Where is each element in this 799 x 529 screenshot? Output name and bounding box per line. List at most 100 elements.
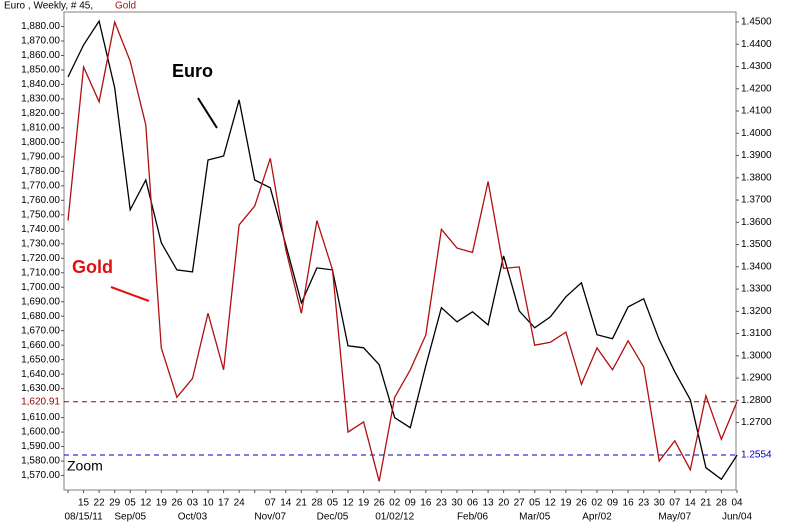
x-tick-label: 19 xyxy=(358,498,370,509)
x-month-label: May/07 xyxy=(658,512,691,523)
x-month-label: Nov/07 xyxy=(254,512,286,523)
x-tick-label: 29 xyxy=(109,498,121,509)
y-tick-label: 1,840.00 xyxy=(21,79,60,90)
x-tick-label: 14 xyxy=(280,498,292,509)
y-tick-label: 1,640.00 xyxy=(21,369,60,380)
y-tick-label: 1,820.00 xyxy=(21,108,60,119)
x-tick-label: 16 xyxy=(420,498,432,509)
x-month-label: Apr/02 xyxy=(582,512,612,523)
x-tick-label: 19 xyxy=(156,498,168,509)
x-tick-label: 09 xyxy=(607,498,619,509)
x-month-label: Mar/05 xyxy=(519,512,551,523)
chart-title: Euro , Weekly, # 45, xyxy=(4,1,93,12)
y-tick-label: 1,760.00 xyxy=(21,195,60,206)
x-tick-label: 03 xyxy=(187,498,199,509)
y2-tick-label: 1.3200 xyxy=(741,306,772,317)
x-tick-label: 04 xyxy=(731,498,743,509)
y2-tick-label: 1.3100 xyxy=(741,328,772,339)
y2-tick-label: 1.3400 xyxy=(741,261,772,272)
y2-tick-label: 1.3500 xyxy=(741,239,772,250)
x-tick-label: 26 xyxy=(576,498,588,509)
y-tick-label: 1,570.00 xyxy=(21,470,60,481)
x-tick-label: 22 xyxy=(94,498,106,509)
y-tick-label: 1,770.00 xyxy=(21,180,60,191)
gold-annotation: Gold xyxy=(72,257,113,277)
y-tick-label: 1,660.00 xyxy=(21,340,60,351)
x-tick-label: 19 xyxy=(560,498,572,509)
y-tick-label: 1,860.00 xyxy=(21,50,60,61)
x-tick-label: 05 xyxy=(125,498,137,509)
x-tick-label: 15 xyxy=(78,498,90,509)
x-tick-label: 23 xyxy=(436,498,448,509)
x-tick-label: 28 xyxy=(311,498,323,509)
y2-tick-label: 1.2700 xyxy=(741,417,772,428)
x-month-label: 08/15/11 xyxy=(64,512,103,523)
x-tick-label: 23 xyxy=(638,498,650,509)
y-tick-label: 1,720.00 xyxy=(21,253,60,264)
y-tick-label: 1,730.00 xyxy=(21,238,60,249)
x-tick-label: 17 xyxy=(218,498,230,509)
y-tick-label: 1,870.00 xyxy=(21,36,60,47)
zoom-label: Zoom xyxy=(67,458,103,474)
y2-tick-label: 1.3300 xyxy=(741,284,772,295)
y-tick-label: 1,790.00 xyxy=(21,151,60,162)
y-tick-label: 1,780.00 xyxy=(21,166,60,177)
y2-tick-label: 1.2900 xyxy=(741,373,772,384)
euro-arrow xyxy=(197,97,218,129)
x-tick-label: 20 xyxy=(498,498,510,509)
y2-tick-label: 1.4500 xyxy=(741,17,772,28)
x-tick-label: 13 xyxy=(483,498,495,509)
x-tick-label: 24 xyxy=(234,498,246,509)
y-tick-label: 1,740.00 xyxy=(21,224,60,235)
y-tick-label: 1,810.00 xyxy=(21,123,60,134)
y2-tick-label: 1.3700 xyxy=(741,195,772,206)
chart-title-series: Gold xyxy=(115,1,136,12)
x-tick-label: 30 xyxy=(451,498,463,509)
y2-tick-label: 1.4200 xyxy=(741,83,772,94)
x-tick-label: 09 xyxy=(405,498,417,509)
y2-tick-label: 1.4400 xyxy=(741,39,772,50)
x-tick-label: 12 xyxy=(545,498,557,509)
y2-tick-label: 1.3600 xyxy=(741,217,772,228)
y-tick-label: 1,880.00 xyxy=(21,21,60,32)
y2-tick-label: 1.2800 xyxy=(741,395,772,406)
y2-tick-label: 1.3900 xyxy=(741,150,772,161)
euro-annotation: Euro xyxy=(172,61,213,81)
x-month-label: Jun/04 xyxy=(722,512,752,523)
x-tick-label: 06 xyxy=(467,498,479,509)
x-tick-label: 14 xyxy=(685,498,697,509)
y-tick-label: 1,580.00 xyxy=(21,456,60,467)
x-month-label: 01/02/12 xyxy=(375,512,414,523)
x-month-label: Sep/05 xyxy=(114,512,146,523)
y2-tick-label: 1.3000 xyxy=(741,350,772,361)
x-tick-label: 21 xyxy=(700,498,712,509)
y-tick-label: 1,630.00 xyxy=(21,383,60,394)
series-line xyxy=(67,19,738,481)
x-tick-label: 30 xyxy=(654,498,666,509)
x-tick-label: 07 xyxy=(265,498,277,509)
y-tick-label: 1,670.00 xyxy=(21,325,60,336)
y2-tick-label: 1.4100 xyxy=(741,106,772,117)
series-line xyxy=(67,19,738,482)
y-tick-label: 1,750.00 xyxy=(21,209,60,220)
x-tick-label: 12 xyxy=(342,498,354,509)
x-tick-label: 27 xyxy=(514,498,526,509)
y-tick-label: 1,830.00 xyxy=(21,94,60,105)
y-tick-label: 1,710.00 xyxy=(21,267,60,278)
y2-tick-label: 1.3800 xyxy=(741,172,772,183)
x-tick-label: 12 xyxy=(140,498,152,509)
x-month-label: Feb/06 xyxy=(457,512,489,523)
plot-frame xyxy=(63,11,737,491)
reference-label: 1.2554 xyxy=(741,450,772,461)
y2-tick-label: 1.4000 xyxy=(741,128,772,139)
x-tick-label: 26 xyxy=(374,498,386,509)
x-tick-label: 05 xyxy=(529,498,541,509)
y-tick-label: 1,600.00 xyxy=(21,427,60,438)
x-tick-label: 28 xyxy=(716,498,728,509)
x-tick-label: 26 xyxy=(171,498,183,509)
gold-arrow xyxy=(110,286,150,302)
reference-label: 1,620.91 xyxy=(21,396,60,407)
y-tick-label: 1,690.00 xyxy=(21,296,60,307)
